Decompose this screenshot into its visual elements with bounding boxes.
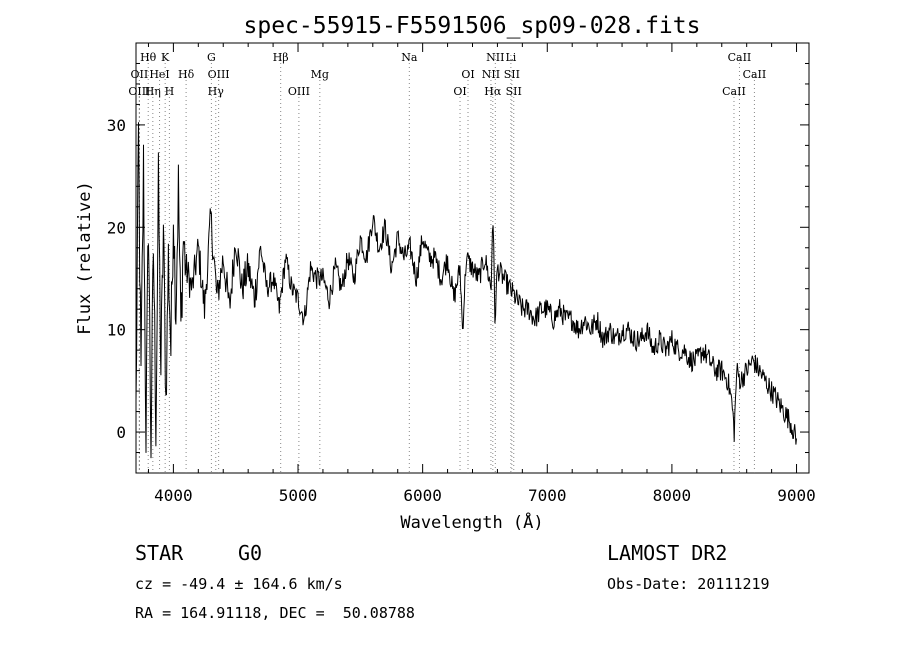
line-label-25: CaII <box>722 85 746 98</box>
line-label-4: Na <box>401 51 418 64</box>
coordinates: RA = 164.91118, DEC = 50.08788 <box>135 604 415 622</box>
line-label-11: OIII <box>208 68 230 81</box>
line-label-19: H <box>165 85 175 98</box>
line-label-8: OII <box>131 68 149 81</box>
line-label-22: OI <box>453 85 466 98</box>
line-label-1: K <box>161 51 170 64</box>
x-tick-label-3: 7000 <box>528 486 567 505</box>
chart-title: spec-55915-F5591506_sp09-028.fits <box>244 13 701 39</box>
line-label-14: NII <box>482 68 500 81</box>
line-label-21: OIII <box>288 85 310 98</box>
y-tick-label-0: 0 <box>116 423 126 442</box>
line-label-3: Hβ <box>273 51 289 64</box>
x-tick-label-0: 4000 <box>154 486 193 505</box>
x-tick-label-2: 6000 <box>403 486 442 505</box>
line-label-20: Hγ <box>208 85 225 98</box>
x-axis-label: Wavelength (Å) <box>400 511 543 533</box>
line-label-5: NII <box>486 51 504 64</box>
line-label-15: SII <box>504 68 520 81</box>
x-tick-label-5: 9000 <box>777 486 816 505</box>
line-label-6: Li <box>505 51 516 64</box>
line-label-13: OI <box>461 68 474 81</box>
line-label-17: OIII <box>128 85 150 98</box>
y-tick-label-2: 20 <box>107 218 126 237</box>
x-tick-label-1: 5000 <box>279 486 318 505</box>
y-tick-label-1: 10 <box>107 321 126 340</box>
line-label-0: Hθ <box>140 51 157 64</box>
y-tick-label-3: 30 <box>107 116 126 135</box>
object-class: STAR <box>135 541 184 565</box>
survey-name: LAMOST DR2 <box>607 541 728 565</box>
spectrum-line <box>135 122 797 459</box>
redshift-velocity: cz = -49.4 ± 164.6 km/s <box>135 575 343 593</box>
line-label-18: Hη <box>145 85 161 98</box>
line-label-10: Hδ <box>178 68 195 81</box>
line-label-16: CaII <box>743 68 767 81</box>
line-label-9: HeI <box>149 68 169 81</box>
line-label-7: CaII <box>728 51 752 64</box>
x-tick-label-4: 8000 <box>653 486 692 505</box>
y-axis-label: Flux (relative) <box>75 181 95 335</box>
line-label-12: Mg <box>311 68 329 81</box>
observation-date: Obs-Date: 20111219 <box>607 575 770 593</box>
line-label-2: G <box>207 51 216 64</box>
line-label-24: SII <box>506 85 522 98</box>
object-subclass: G0 <box>238 541 263 565</box>
line-label-23: Hα <box>484 85 502 98</box>
